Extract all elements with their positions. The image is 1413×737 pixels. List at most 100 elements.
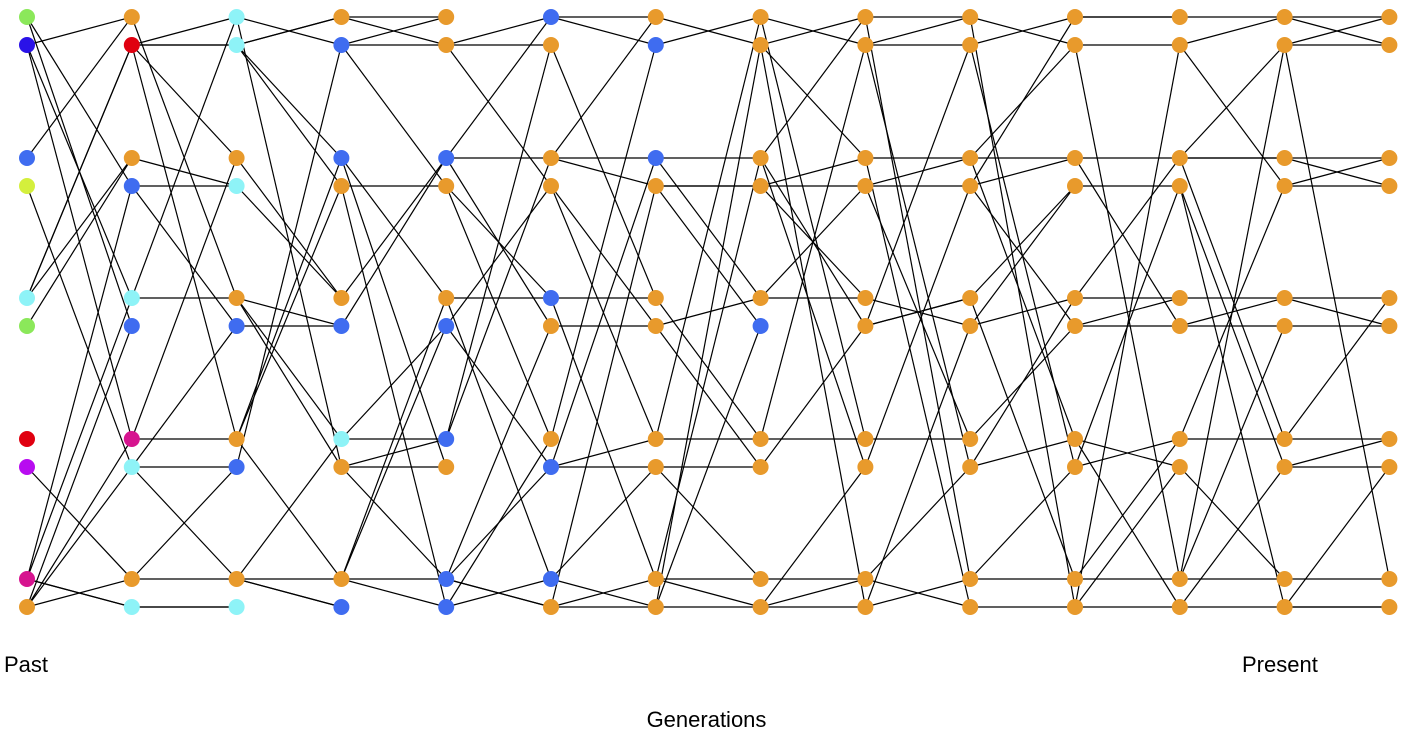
individual-node <box>123 431 140 447</box>
parent-link <box>655 16 761 46</box>
individual-node <box>333 599 350 615</box>
individual-node <box>962 318 979 334</box>
parent-link <box>131 157 237 187</box>
individual-node <box>647 150 664 166</box>
individual-node <box>962 150 979 166</box>
parent-link <box>760 44 866 159</box>
parent-link <box>1179 297 1285 327</box>
individual-node <box>19 459 35 475</box>
parent-link <box>655 44 762 608</box>
parent-link <box>236 44 342 468</box>
parent-link <box>446 16 552 46</box>
parent-link <box>26 16 133 327</box>
parent-link <box>1074 157 1181 299</box>
individual-node <box>543 178 559 194</box>
individual-node <box>333 290 350 306</box>
individual-node <box>123 318 140 334</box>
individual-node <box>857 318 874 334</box>
individual-node <box>123 37 140 53</box>
parent-link <box>655 297 761 327</box>
individual-node <box>647 9 664 25</box>
parent-link <box>865 16 971 46</box>
individual-node <box>123 150 140 166</box>
parent-link <box>445 157 552 327</box>
parent-link <box>131 325 238 468</box>
individual-node <box>1381 150 1398 166</box>
individual-node <box>333 431 350 447</box>
individual-node <box>752 599 769 615</box>
parent-link <box>655 297 762 440</box>
parent-link <box>236 297 342 327</box>
parent-link <box>1179 16 1285 46</box>
individual-node <box>857 459 874 475</box>
parent-link <box>341 438 447 468</box>
parent-link <box>760 466 866 608</box>
individual-node <box>752 150 769 166</box>
individual-node <box>962 290 979 306</box>
individual-node <box>752 459 769 475</box>
individual-node <box>333 459 350 475</box>
individual-node <box>752 178 769 194</box>
individual-node <box>1276 150 1293 166</box>
individual-node <box>857 37 874 53</box>
parent-link <box>865 157 971 187</box>
parent-link <box>970 157 1076 187</box>
individual-node <box>19 37 35 53</box>
individual-node <box>438 290 455 306</box>
individual-node <box>19 431 35 447</box>
individual-node <box>228 150 245 166</box>
parent-link <box>340 157 447 468</box>
parent-link <box>760 16 866 46</box>
individual-node <box>333 37 350 53</box>
parent-link <box>446 578 552 608</box>
parent-link <box>445 44 552 187</box>
parent-link <box>760 44 866 608</box>
parent-link <box>340 44 447 187</box>
parent-link <box>1074 466 1181 608</box>
individual-node <box>333 571 350 587</box>
individual-node <box>543 150 559 166</box>
individual-node <box>962 178 979 194</box>
parent-link <box>445 466 552 580</box>
individual-node <box>1276 599 1293 615</box>
individual-node <box>752 9 769 25</box>
individual-node <box>228 571 245 587</box>
individual-node <box>962 599 979 615</box>
individual-node <box>543 431 559 447</box>
parent-link <box>550 16 657 159</box>
individual-node <box>543 290 559 306</box>
parent-link <box>341 578 447 608</box>
parent-link <box>969 185 1076 299</box>
parent-link <box>26 185 133 468</box>
parent-link <box>1179 325 1286 580</box>
individual-node <box>1381 459 1398 475</box>
parent-link <box>760 16 866 159</box>
individual-node <box>1381 318 1398 334</box>
individual-node <box>1067 290 1083 306</box>
parent-link <box>1179 157 1286 440</box>
parent-link <box>1179 185 1286 608</box>
parent-link <box>1074 44 1181 580</box>
parent-link <box>760 325 866 468</box>
individual-node <box>19 599 35 615</box>
parent-link <box>760 157 866 327</box>
individual-node <box>228 9 245 25</box>
individual-node <box>1067 178 1083 194</box>
parent-link <box>655 185 762 327</box>
parent-link <box>26 466 133 580</box>
parent-link <box>969 157 1076 440</box>
parent-link <box>131 44 238 159</box>
parent-link <box>550 578 656 608</box>
individual-node <box>228 37 245 53</box>
parent-link <box>26 325 133 608</box>
individual-node <box>962 571 979 587</box>
individual-node <box>1067 150 1083 166</box>
individual-node <box>1381 290 1398 306</box>
individual-node <box>333 318 350 334</box>
parent-link <box>1179 44 1286 159</box>
parent-link <box>1284 438 1390 468</box>
parent-link <box>340 466 447 580</box>
parent-link <box>655 325 762 468</box>
individual-node <box>1381 9 1398 25</box>
